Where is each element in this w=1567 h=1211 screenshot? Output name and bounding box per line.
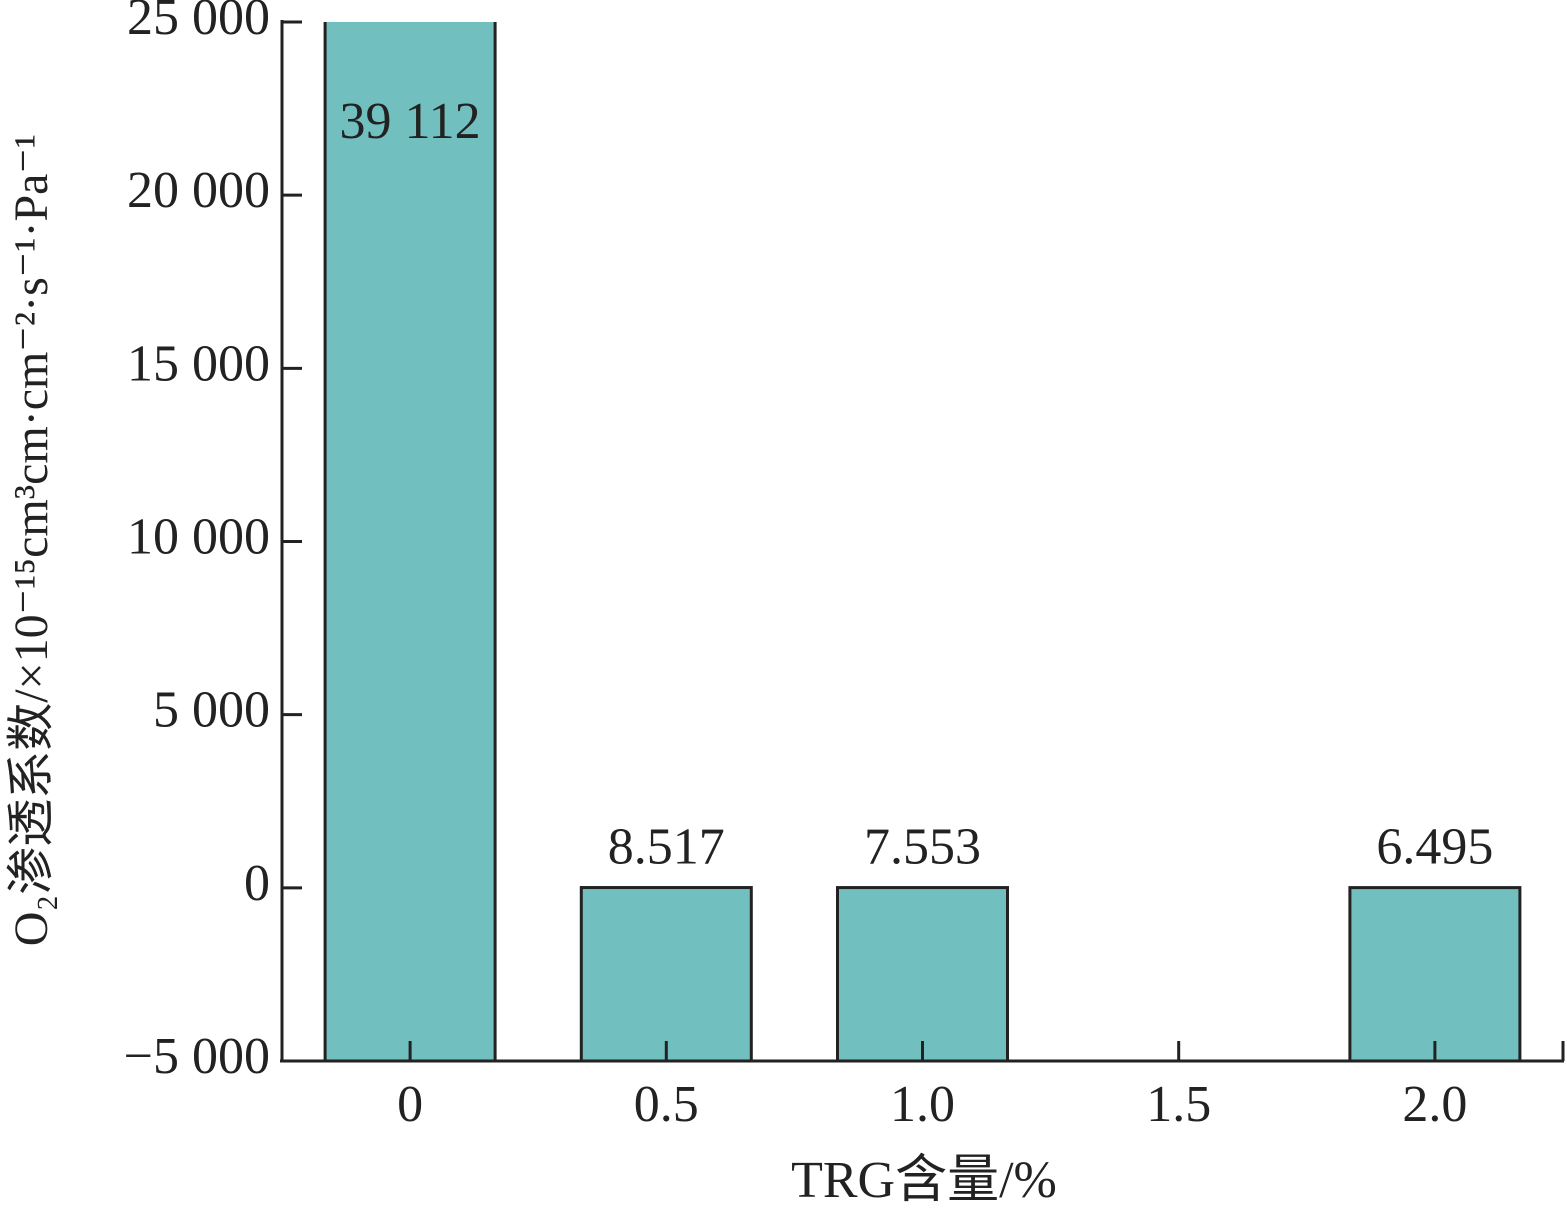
y-tick-label: 25 000	[127, 0, 270, 46]
y-tick-label: −5 000	[124, 1028, 270, 1085]
value-label: 6.495	[1376, 819, 1493, 876]
value-label: 39 112	[340, 93, 481, 150]
bar	[579, 886, 753, 1062]
y-axis-title: O₂渗透系数/×10⁻¹⁵cm³cm·cm⁻²·s⁻¹·Pa⁻¹	[5, 134, 58, 946]
bars	[323, 22, 1522, 1062]
x-tick-label: 1.5	[1146, 1076, 1211, 1133]
x-tick-label: 2.0	[1402, 1076, 1467, 1133]
x-tick-label: 0	[397, 1076, 423, 1133]
x-tick-label: 0.5	[634, 1076, 699, 1133]
bar	[323, 22, 497, 1062]
value-label: 8.517	[608, 818, 725, 875]
x-tick-label: 1.0	[890, 1076, 955, 1133]
y-tick-label: 15 000	[127, 335, 270, 392]
y-tick-label: 10 000	[127, 508, 270, 565]
y-tick-label: 20 000	[127, 162, 270, 219]
bar	[1348, 886, 1522, 1062]
y-tick-label: 0	[244, 855, 270, 912]
x-axis-title: TRG含量/%	[791, 1152, 1057, 1209]
y-tick-label: 5 000	[153, 682, 270, 739]
bar	[836, 886, 1009, 1062]
value-label: 7.553	[864, 819, 981, 876]
